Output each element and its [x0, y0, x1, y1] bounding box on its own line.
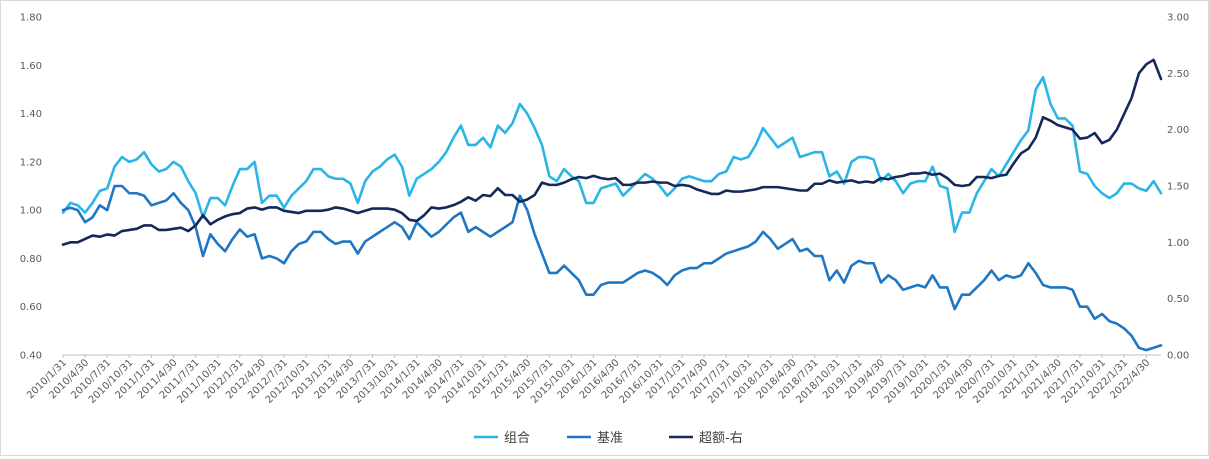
legend: 组合 基准 超额-右	[474, 431, 743, 446]
legend-label: 基准	[597, 431, 623, 446]
left-tick-label: 0.60	[20, 302, 42, 313]
right-tick-label: 3.00	[1167, 13, 1189, 24]
right-tick-label: 0.50	[1167, 294, 1189, 305]
legend-label: 组合	[504, 431, 530, 446]
x-axis: 2010/1/312010/4/302010/7/312010/10/31201…	[25, 355, 1152, 406]
left-tick-label: 0.40	[20, 351, 42, 362]
right-tick-label: 2.50	[1167, 69, 1189, 80]
right-tick-label: 1.00	[1167, 238, 1189, 249]
series-line-3	[61, 58, 1163, 246]
series-line-1	[61, 76, 1163, 234]
left-tick-label: 1.40	[20, 109, 42, 120]
right-y-axis: 0.00 0.50 1.00 1.50 2.00 2.50 3.00	[1167, 13, 1189, 362]
left-tick-label: 1.00	[20, 206, 42, 217]
left-tick-label: 1.80	[20, 13, 42, 24]
left-tick-label: 1.60	[20, 61, 42, 72]
series-line-2	[61, 184, 1163, 352]
right-tick-label: 1.50	[1167, 182, 1189, 193]
series-lines	[61, 58, 1163, 352]
left-y-axis: 0.40 0.60 0.80 1.00 1.20 1.40 1.60 1.80	[20, 13, 42, 362]
left-tick-label: 0.80	[20, 254, 42, 265]
right-tick-label: 0.00	[1167, 351, 1189, 362]
left-tick-label: 1.20	[20, 157, 42, 168]
right-tick-label: 2.00	[1167, 125, 1189, 136]
legend-label: 超额-右	[699, 431, 743, 446]
